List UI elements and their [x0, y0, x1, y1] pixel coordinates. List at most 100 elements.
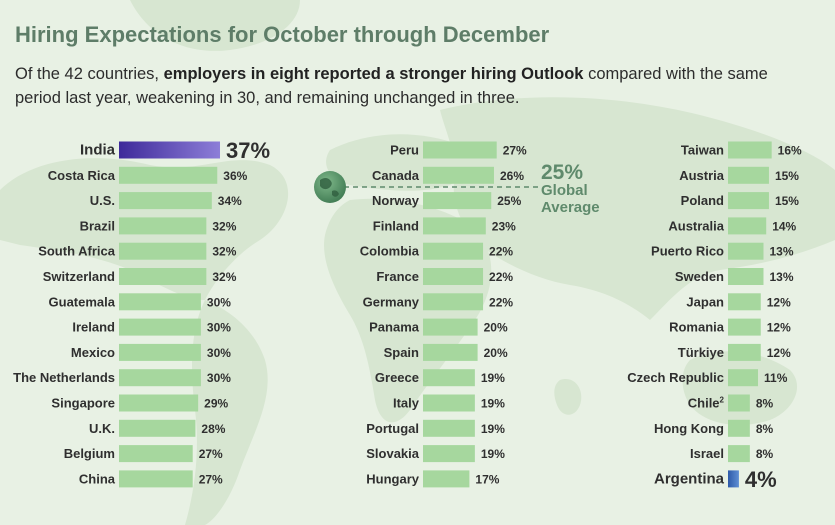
value-label: 13%	[769, 270, 793, 284]
bar	[119, 217, 207, 235]
value-label: 22%	[489, 245, 513, 259]
bar	[423, 141, 497, 159]
bar	[119, 293, 201, 311]
bar	[423, 470, 470, 488]
chart-title: Hiring Expectations for October through …	[15, 22, 550, 47]
bar	[728, 141, 772, 159]
country-label: Türkiye	[678, 345, 724, 360]
value-label: 27%	[199, 447, 223, 461]
bar	[119, 470, 193, 488]
country-label: Sweden	[675, 269, 724, 284]
country-label: Peru	[390, 143, 419, 158]
value-label: 15%	[775, 169, 799, 183]
bar	[423, 343, 478, 361]
value-label: 20%	[484, 346, 508, 360]
country-label: Romania	[669, 320, 725, 335]
country-label: Colombia	[360, 244, 420, 259]
country-label: Taiwan	[681, 143, 724, 158]
bar	[728, 445, 750, 463]
bar	[728, 470, 739, 488]
value-label: 22%	[489, 270, 513, 284]
country-label: Spain	[384, 345, 419, 360]
bar	[423, 192, 492, 210]
bar	[728, 192, 769, 210]
value-label: 23%	[492, 219, 516, 233]
bar	[423, 419, 475, 437]
globe-continents	[320, 178, 339, 197]
bar	[423, 166, 494, 184]
bar	[423, 369, 475, 387]
value-label: 14%	[772, 219, 796, 233]
value-label: 19%	[481, 397, 505, 411]
bar	[423, 217, 486, 235]
country-label: Belgium	[64, 446, 115, 461]
country-label: Hungary	[366, 471, 420, 486]
country-label: Czech Republic	[627, 370, 724, 385]
country-label: Hong Kong	[654, 421, 724, 436]
bar	[728, 242, 764, 260]
value-label: 19%	[481, 422, 505, 436]
bar	[119, 192, 212, 210]
value-label: 12%	[767, 346, 791, 360]
value-label: 8%	[756, 397, 774, 411]
country-label: Singapore	[51, 396, 115, 411]
bar	[423, 318, 478, 336]
bar	[423, 445, 475, 463]
country-label: China	[79, 471, 116, 486]
value-label: 27%	[503, 144, 527, 158]
value-label: 32%	[212, 245, 236, 259]
country-label: Guatemala	[49, 294, 116, 309]
country-label: Germany	[363, 294, 420, 309]
country-label: Norway	[372, 193, 420, 208]
bar	[119, 394, 199, 412]
country-label: Switzerland	[43, 269, 115, 284]
value-label: 8%	[756, 447, 774, 461]
country-label: U.S.	[90, 193, 115, 208]
value-label: 32%	[212, 270, 236, 284]
country-label: Brazil	[80, 218, 115, 233]
country-label: Panama	[369, 320, 420, 335]
bar	[728, 166, 769, 184]
country-label: Canada	[372, 168, 420, 183]
country-label: Japan	[686, 294, 724, 309]
bar	[423, 268, 484, 285]
country-label: Ireland	[72, 320, 115, 335]
bar	[728, 369, 759, 387]
value-label: 8%	[756, 422, 774, 436]
value-label: 4%	[745, 467, 777, 492]
value-label: 34%	[218, 194, 242, 208]
bar	[119, 445, 193, 463]
bar	[423, 394, 475, 412]
country-label: Costa Rica	[48, 168, 116, 183]
value-label: 25%	[497, 194, 521, 208]
value-label: 26%	[500, 169, 524, 183]
country-label: Chile2	[688, 396, 725, 411]
country-label: Italy	[393, 396, 420, 411]
value-label: 22%	[489, 295, 513, 309]
bar	[728, 293, 761, 311]
country-label: France	[376, 269, 419, 284]
value-label: 30%	[207, 371, 231, 385]
bar	[119, 369, 201, 387]
value-label: 17%	[475, 472, 499, 486]
value-label: 12%	[767, 295, 791, 309]
value-label: 30%	[207, 346, 231, 360]
country-label: Mexico	[71, 345, 115, 360]
bar	[119, 141, 220, 159]
bar	[119, 318, 201, 336]
bar	[728, 343, 761, 361]
country-label: Austria	[679, 168, 725, 183]
country-label: Finland	[373, 218, 419, 233]
value-label: 15%	[775, 194, 799, 208]
bar	[728, 318, 761, 336]
value-label: 12%	[767, 321, 791, 335]
bar	[119, 166, 218, 184]
global-average-text: Average	[541, 199, 600, 216]
country-label: Israel	[690, 446, 724, 461]
bar	[728, 217, 767, 235]
value-label: 13%	[769, 245, 793, 259]
country-label: The Netherlands	[13, 370, 115, 385]
value-label: 11%	[764, 371, 788, 385]
country-label: South Africa	[38, 244, 116, 259]
